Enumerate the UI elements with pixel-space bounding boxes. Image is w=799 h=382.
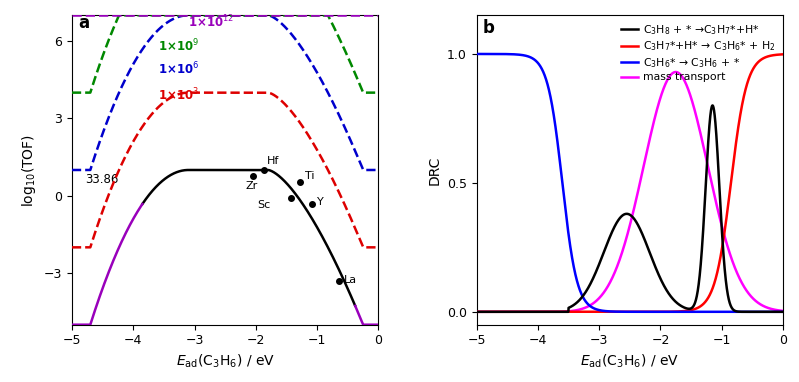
X-axis label: $E_{\mathrm{ad}}$(C$_3$H$_6$) / eV: $E_{\mathrm{ad}}$(C$_3$H$_6$) / eV (580, 353, 679, 371)
Text: 1×10$^9$: 1×10$^9$ (157, 37, 199, 54)
Text: 33.86: 33.86 (85, 173, 119, 186)
Text: Y: Y (317, 197, 324, 207)
Text: Zr: Zr (245, 181, 257, 191)
Y-axis label: DRC: DRC (427, 155, 441, 185)
Text: a: a (78, 14, 89, 32)
Text: La: La (344, 275, 357, 285)
Text: 1×10$^6$: 1×10$^6$ (157, 61, 199, 77)
Text: 1×10$^{12}$: 1×10$^{12}$ (189, 14, 235, 31)
Text: b: b (483, 19, 495, 37)
Y-axis label: log$_{10}$(TOF): log$_{10}$(TOF) (20, 133, 38, 207)
Legend: C$_3$H$_8$ + * →C$_3$H$_7$*+H*, C$_3$H$_7$*+H* → C$_3$H$_6$* + H$_2$, C$_3$H$_6$: C$_3$H$_8$ + * →C$_3$H$_7$*+H*, C$_3$H$_… (619, 21, 777, 84)
Text: Sc: Sc (257, 200, 271, 210)
Text: Ti: Ti (305, 171, 314, 181)
X-axis label: $E_{\mathrm{ad}}$(C$_3$H$_6$) / eV: $E_{\mathrm{ad}}$(C$_3$H$_6$) / eV (176, 353, 275, 371)
Text: 1×10$^3$: 1×10$^3$ (157, 86, 199, 103)
Text: Hf: Hf (267, 155, 279, 165)
